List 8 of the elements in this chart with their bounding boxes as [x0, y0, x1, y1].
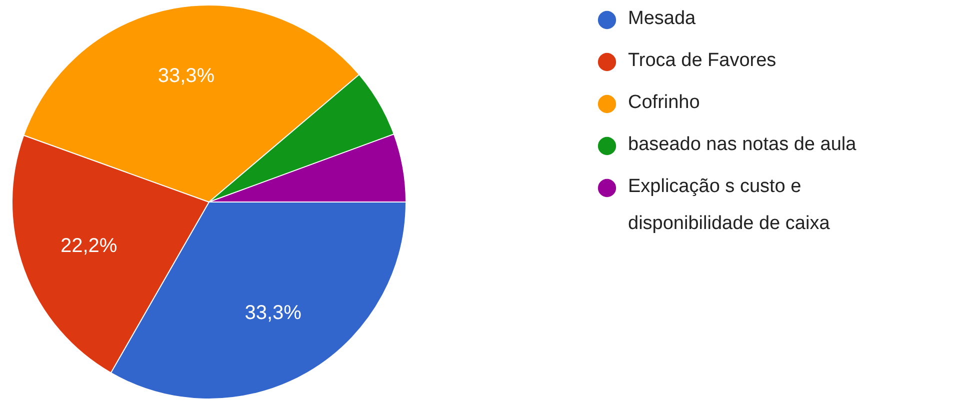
legend-label: Mesada: [628, 8, 696, 29]
data-label: 22,2%: [60, 235, 118, 258]
data-label: 33,3%: [158, 65, 215, 88]
legend-label: Explicação s custo e disponibilidade de caixa: [628, 176, 830, 234]
legend-label: Troca de Favores: [628, 50, 776, 71]
legend-label: baseado nas notas de aula: [628, 134, 857, 155]
legend-label: Cofrinho: [628, 92, 700, 113]
data-label: 33,3%: [244, 302, 302, 324]
